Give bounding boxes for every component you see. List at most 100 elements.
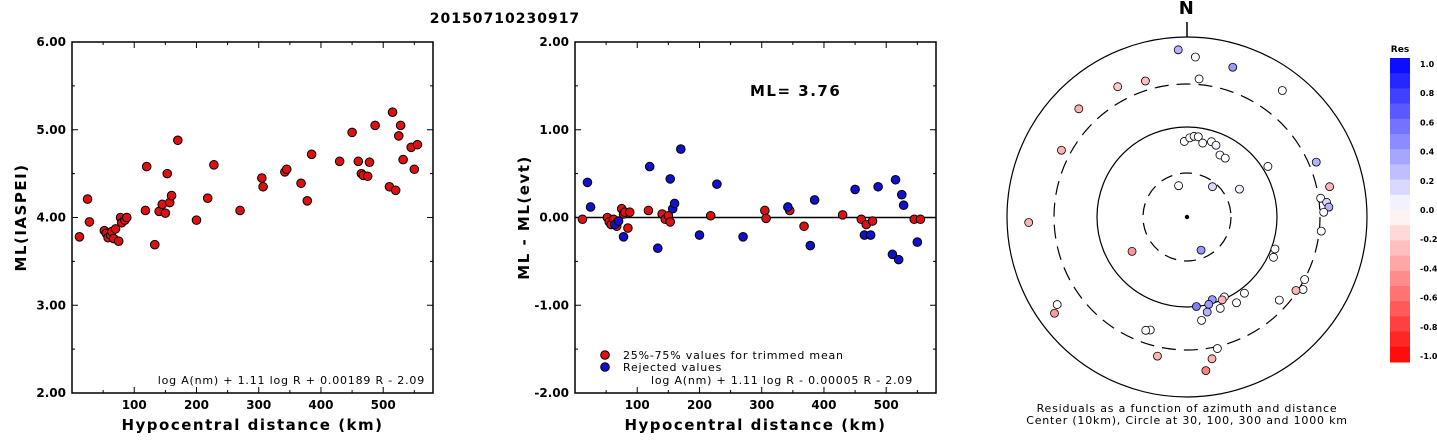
data-point [873,181,883,192]
data-point [613,216,624,226]
colorbar-segment [1390,255,1410,272]
residual-point [1057,145,1066,155]
data-point [865,230,876,240]
colorbar-segment [1390,88,1410,105]
data-point [334,156,345,167]
colorbar-segment [1390,58,1410,74]
data-point [74,232,85,242]
residual-point [1263,162,1273,171]
residual-point [1207,354,1217,364]
y-tick-label: 3.00 [36,298,66,312]
y-axis-label: ML - ML(evt) [515,155,533,279]
residual-point [1291,286,1301,295]
ring-300km [1053,83,1321,351]
data-point [302,196,313,206]
residual-point [1232,298,1241,308]
y-axis-label: ML(IASPEI) [12,163,30,271]
data-point [257,173,267,183]
x-tick-label: 300 [246,398,271,412]
legend-marker-rejected [600,362,610,372]
residual-colorbar: Res 1.0 0.8 0.6 0.4 0.2 0.0 -0.2 -0.4 -0.6 -0.8 -1.… [1390,45,1437,363]
data-point [585,202,596,212]
data-point [82,194,93,204]
residual-point [1277,86,1287,95]
x-tick-label: 500 [371,398,396,412]
data-point [84,217,95,227]
residual-point [1211,140,1221,150]
data-point [618,232,629,242]
y-tick-label: 4.00 [36,211,66,225]
figure-title: 20150710230917 [430,11,580,27]
y-tick-label: -1.00 [534,298,569,312]
data-point [712,179,722,189]
ml-annotation: ML= 3.76 [750,82,841,100]
data-point [390,185,401,196]
polar-caption-line1: Residuals as a function of azimuth and d… [1037,402,1338,415]
colorbar-segment [1390,73,1410,89]
residual-point [1316,193,1326,203]
colorbar-segment [1390,194,1410,211]
residual-point [1208,182,1217,192]
residual-point [1325,182,1335,192]
data-point [893,254,904,265]
residual-point [1202,307,1212,317]
data-point [409,164,420,175]
colorbar-tick-label: 0.0 [1420,206,1435,215]
data-point [896,189,907,200]
x-tick-label: 300 [749,398,774,412]
residual-point [1190,52,1200,62]
residual-point [1174,181,1184,191]
data-point [623,223,633,233]
data-point [665,174,676,184]
colorbar-segment [1390,210,1410,226]
colorbar-title: Res [1391,45,1409,55]
residual-point [1052,300,1062,309]
data-point [867,216,878,226]
data-point [306,149,317,160]
data-point [898,200,909,211]
data-point [162,168,173,179]
data-point [258,181,268,192]
data-point [912,237,923,247]
residual-point [1193,132,1203,142]
residual-point [1024,218,1034,227]
data-point [665,217,676,227]
ring-1000km [1006,36,1368,398]
colorbar-tick-label: 1.0 [1420,60,1435,69]
colorbar-tick-label: -1.0 [1420,352,1437,361]
residual-point [1074,104,1084,114]
residual-point [1197,315,1206,325]
residual-point [1217,295,1227,305]
data-point [577,214,588,225]
y-tick-label: 6.00 [36,35,66,49]
data-point [173,135,183,146]
data-point [582,177,593,188]
ring-100km [1096,126,1278,308]
colorbar-segment [1390,331,1410,348]
colorbar-segment [1390,346,1410,363]
data-point [364,157,375,168]
colorbar-tick-label: -0.8 [1420,323,1437,332]
data-point [783,202,793,212]
data-point [160,208,171,218]
colorbar-segment [1390,286,1410,302]
data-point [890,174,901,185]
residual-point [1198,138,1208,148]
formula-annotation: log A(nm) + 1.11 log R - 0.00005 R - 2.0… [651,374,913,387]
y-tick-label: 1.00 [539,123,569,137]
residual-point [1270,244,1280,254]
residual-point [1319,207,1329,217]
residual-point [1050,308,1059,318]
residual-point [1220,153,1230,163]
data-point [705,210,716,221]
data-point [121,212,132,223]
residual-point [1127,246,1137,256]
data-point [643,205,654,216]
data-point [370,120,380,131]
data-point [166,190,177,201]
legend-label-rejected: Rejected values [623,361,722,374]
residual-point [1274,295,1284,305]
data-point [362,171,373,182]
colorbar-tick-label: -0.2 [1420,235,1437,244]
residual-point [1141,76,1150,86]
